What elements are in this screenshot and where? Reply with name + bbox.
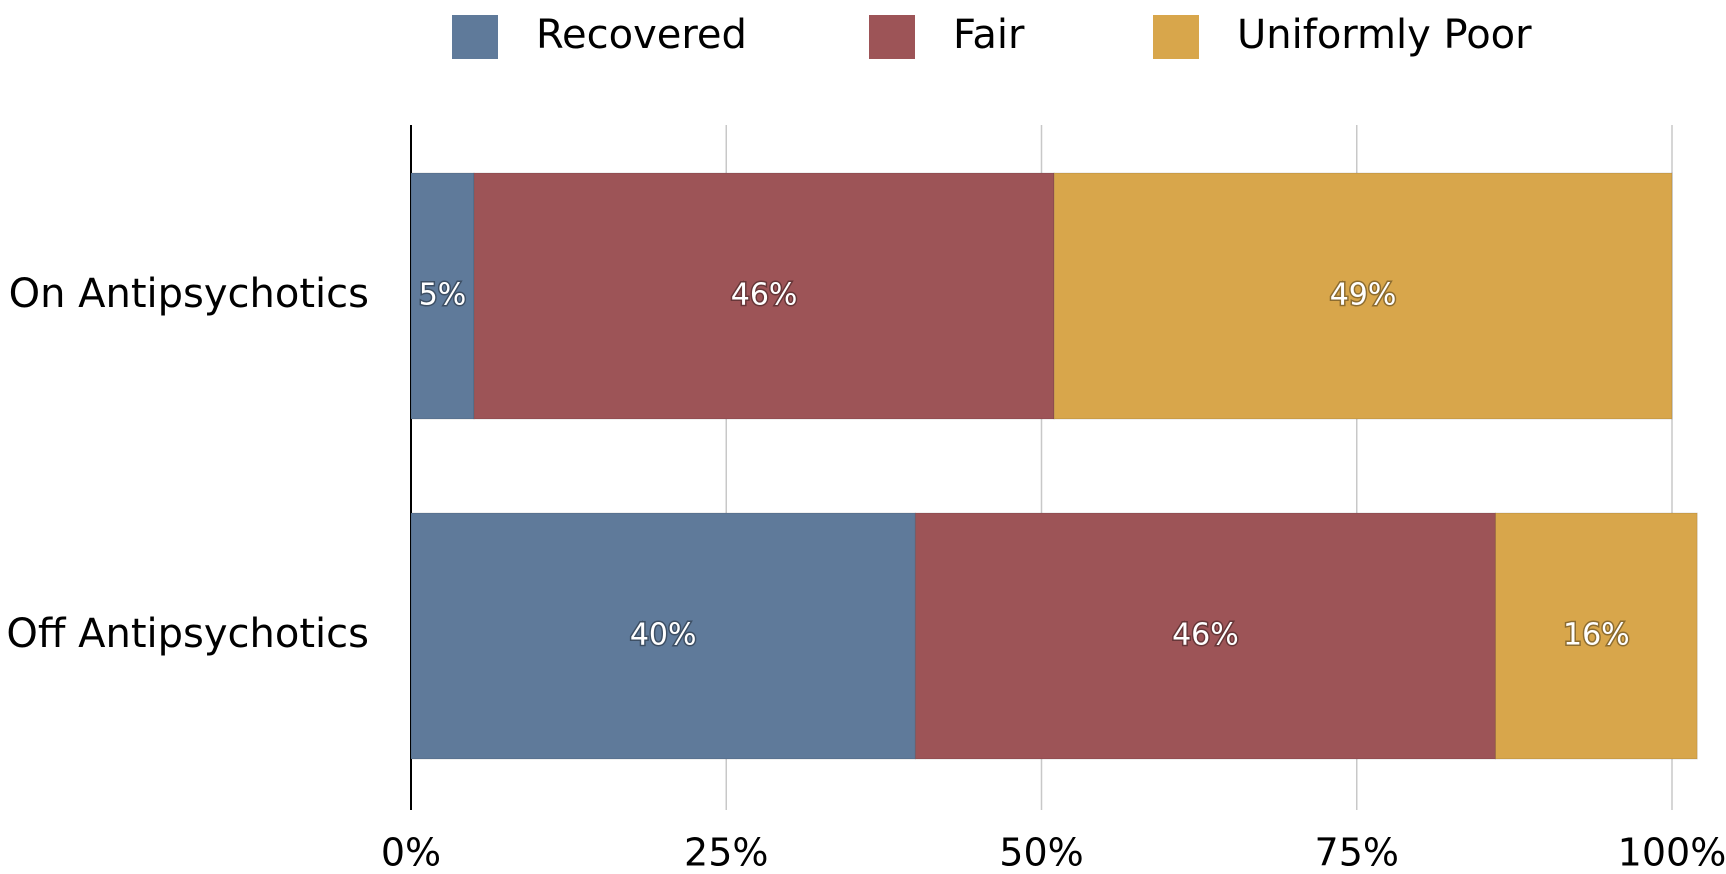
legend-label: Uniformly Poor [1237, 12, 1532, 58]
data-label: 40% [630, 618, 697, 653]
bar-segment [473, 172, 1055, 420]
category-label: Off Antipsychotics [6, 611, 369, 657]
data-label: 5% [419, 278, 467, 313]
bar-segment [1053, 172, 1673, 420]
x-tick-label: 0% [381, 831, 441, 874]
legend-label: Fair [953, 12, 1025, 58]
data-label: 46% [1172, 618, 1239, 653]
bar-segment [410, 172, 475, 420]
bar-segment [410, 512, 916, 760]
data-label: 16% [1563, 618, 1630, 653]
x-tick-label: 50% [999, 831, 1083, 874]
data-label: 46% [731, 278, 798, 313]
category-label: On Antipsychotics [9, 271, 369, 317]
x-tick-label: 100% [1618, 831, 1726, 874]
data-label: 49% [1330, 278, 1397, 313]
x-tick-label: 25% [684, 831, 768, 874]
bar-segment [1494, 512, 1698, 760]
legend-swatch [1153, 15, 1199, 59]
legend-swatch [452, 15, 498, 59]
legend-swatch [869, 15, 915, 59]
x-tick-label: 75% [1315, 831, 1399, 874]
bar-segment [914, 512, 1496, 760]
legend-label: Recovered [536, 12, 747, 58]
